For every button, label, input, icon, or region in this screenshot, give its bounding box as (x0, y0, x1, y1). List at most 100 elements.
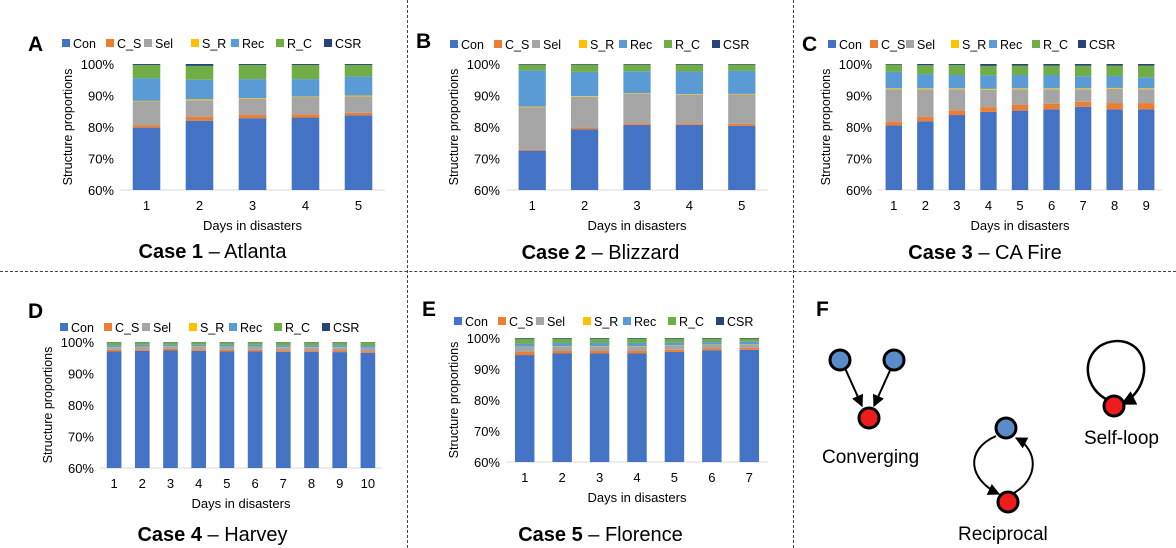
bar-segment-sel (344, 96, 373, 113)
bar-segment-sel (948, 89, 966, 111)
bar-segment-sel (623, 93, 651, 124)
bar-segment-con (518, 150, 546, 190)
y-tick-label: 60% (474, 455, 500, 470)
caption-bold: Case 1 (138, 241, 204, 263)
bar-segment-csr (1043, 64, 1060, 66)
converging-node-source-left (828, 348, 852, 372)
bar-segment-sel (885, 89, 902, 122)
bar-segment-rec (191, 344, 207, 347)
bar-segment-c-s (702, 348, 722, 351)
bar-segment-r-c (570, 64, 599, 72)
bar-segment-rec (518, 70, 546, 107)
bar-segment-con (247, 351, 263, 468)
y-tick-label: 70% (846, 152, 872, 167)
bar-segment-s-r (675, 94, 704, 95)
caption-rest: – Blizzard (586, 242, 680, 264)
legend-swatch-csr (712, 40, 720, 48)
bar-segment-rec (514, 343, 535, 347)
bar-segment-c-s (627, 351, 647, 354)
legend-swatch-s-r (579, 40, 587, 48)
x-tick-label: 1 (143, 198, 150, 213)
bar-segment-c-s (728, 123, 756, 126)
y-tick-label: 80% (68, 398, 94, 413)
x-tick-label: 3 (953, 198, 960, 213)
y-tick-label: 90% (88, 89, 114, 104)
x-tick-label: 1 (529, 198, 536, 213)
self-loop-node (1102, 394, 1126, 418)
y-tick-label: 80% (474, 393, 500, 408)
legend-swatch-c-s (106, 39, 114, 47)
panel-label-b: B (416, 30, 432, 53)
x-tick-label: 7 (1079, 198, 1086, 213)
bar-segment-c-s (332, 350, 348, 353)
legend-swatch-sel (532, 40, 540, 48)
bar-segment-con (664, 351, 685, 462)
legend-swatch-s-r (951, 40, 959, 48)
bar-segment-sel (728, 94, 756, 124)
bar-segment-r-c (664, 338, 685, 343)
legend-label: C_S (881, 38, 905, 52)
reciprocal-node-red (996, 490, 1020, 514)
y-tick-label: 80% (474, 120, 500, 135)
bar-segment-con (332, 352, 348, 468)
legend-label: S_R (200, 321, 224, 335)
bar-segment-sel (134, 347, 150, 350)
bar-segment-csr (238, 64, 267, 65)
x-tick-label: 3 (596, 470, 603, 485)
panel-label-c: C (802, 33, 818, 56)
chart-case-1: 60% 70% 80% 90% 100% Structure proportions 1 2 3… (61, 37, 385, 233)
bar-segment-sel (589, 346, 610, 352)
bar-segment-sel (1043, 89, 1060, 104)
converging-edge-left (843, 365, 864, 408)
legend-swatch-csr (322, 323, 330, 331)
bar-segment-r-c (332, 342, 348, 346)
legend-swatch-s-r (191, 39, 199, 47)
x-tick-label: 6 (708, 470, 715, 485)
bar-segment-sel (675, 94, 704, 124)
panel-label-e: E (422, 298, 437, 321)
bar-segment-c-s (219, 349, 235, 352)
panel-e: E 60% 70% 80% 90% 100% Structure proportions 1… (408, 280, 793, 548)
legend-label: C_S (509, 315, 533, 329)
bar-segment-con (570, 129, 599, 190)
bar-segment-s-r (1106, 87, 1123, 89)
bar-segment-con (291, 117, 320, 190)
caption-case-1: Case 1 – Atlanta (20, 241, 405, 264)
bar-segment-r-c (304, 342, 319, 346)
horizontal-divider (0, 271, 1176, 272)
legend-swatch-csr (1078, 40, 1086, 48)
x-tick-label: 1 (521, 470, 528, 485)
bar-segment-rec (132, 78, 161, 101)
panel-label-f: F (816, 298, 829, 321)
legend-label: R_C (675, 38, 700, 52)
bar-segment-r-c (191, 342, 207, 345)
bar-segment-con (304, 351, 319, 468)
bar-segment-sel (518, 107, 546, 150)
bar-segment-sel (552, 346, 572, 352)
bar-segment-s-r (1138, 88, 1155, 90)
legend-label: S_R (962, 38, 986, 52)
bar-segment-sel (106, 347, 122, 350)
bar-segment-rec (1138, 77, 1155, 89)
legend-label: Con (461, 38, 484, 52)
bar-segment-c-s (518, 149, 546, 151)
bar-segment-c-s (1138, 103, 1155, 110)
bar-segment-c-s (1043, 103, 1060, 110)
legend-swatch-rec (229, 323, 237, 331)
bar-segment-rec (885, 71, 902, 89)
bar-segment-c-s (185, 116, 214, 121)
bar-segment-csr (132, 64, 161, 65)
converging-label: Converging (822, 447, 920, 468)
bar-segment-con (739, 349, 760, 462)
bar-segment-con (702, 350, 722, 462)
bar-segment-rec (275, 345, 291, 348)
bar-segment-r-c (739, 338, 760, 342)
bar-segment-r-c (552, 338, 572, 343)
vertical-divider-right (793, 0, 794, 548)
x-tick-label: 2 (196, 198, 203, 213)
bar-segment-csr (980, 64, 997, 66)
bar-segment-c-s (304, 350, 319, 352)
y-tick-label: 90% (474, 89, 500, 104)
y-tick-label: 100% (81, 57, 115, 72)
x-axis-title: Days in disasters (588, 490, 687, 505)
